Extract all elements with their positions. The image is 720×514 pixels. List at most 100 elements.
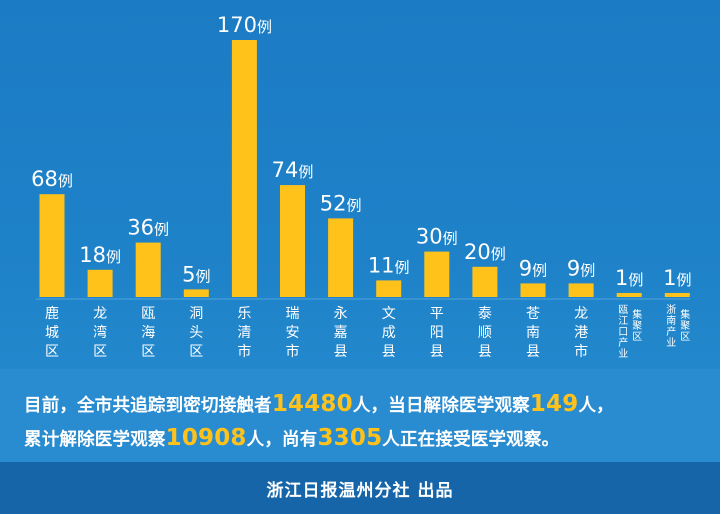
- category-label: 平: [430, 306, 444, 322]
- value-number: 11: [368, 253, 395, 277]
- summary-text: 人，尚有: [246, 430, 318, 450]
- summary-text: 人，: [578, 396, 614, 416]
- category-label: 成: [382, 325, 396, 341]
- bar: [231, 40, 257, 297]
- value-unit: 例: [106, 248, 121, 266]
- category-label: 港: [574, 325, 588, 341]
- category-label: 安: [286, 325, 300, 341]
- category-label: 永: [334, 306, 348, 322]
- category-label: 县: [526, 344, 540, 360]
- category-label: 瓯: [618, 304, 628, 316]
- value-unit: 例: [298, 163, 313, 181]
- value-unit: 例: [154, 221, 169, 239]
- summary-panel: 目前，全市共追踪到密切接触者14480人，当日解除医学观察149人， 累计解除医…: [0, 369, 720, 462]
- category-label: 清: [237, 325, 251, 341]
- highlighted-number: 149: [529, 391, 579, 417]
- bar: [183, 289, 209, 297]
- value-number: 18: [79, 243, 106, 267]
- category-label: 文: [382, 306, 396, 322]
- bar-value-label: 68例: [31, 167, 73, 191]
- value-number: 36: [127, 216, 154, 240]
- category-label: 产: [618, 336, 628, 349]
- footer-bar: 浙江日报温州分社 出品: [0, 462, 720, 514]
- category-label: 市: [286, 343, 300, 360]
- bar: [376, 280, 402, 297]
- bar-value-label: 9例: [519, 256, 547, 280]
- category-label: 市: [574, 343, 588, 360]
- category-label: 县: [430, 344, 444, 360]
- value-unit: 例: [195, 267, 210, 285]
- bar-value-label: 18例: [79, 243, 121, 267]
- value-number: 74: [272, 158, 299, 182]
- bar: [568, 283, 594, 297]
- category-label: 鹿: [45, 305, 59, 322]
- value-unit: 例: [676, 271, 691, 289]
- bar-value-label: 1例: [663, 266, 691, 290]
- category-label: 区: [93, 344, 107, 360]
- bar-value-label: 11例: [368, 253, 410, 277]
- category-label: 湾: [93, 324, 107, 341]
- value-unit: 例: [580, 261, 595, 279]
- value-number: 68: [31, 167, 58, 191]
- category-label: 城: [45, 325, 59, 341]
- category-label: 口: [618, 327, 628, 338]
- category-label: 市: [237, 343, 251, 360]
- value-number: 30: [416, 225, 443, 249]
- category-label: 乐: [237, 306, 251, 322]
- category-label: 顺: [478, 325, 492, 341]
- category-label: 龙: [574, 306, 588, 322]
- category-label: 区: [141, 344, 155, 360]
- bars-group: 68例鹿城区18例龙湾区36例瓯海区5例洞头区170例乐清市74例瑞安市52例永…: [31, 13, 691, 360]
- category-label: 泰: [478, 306, 492, 322]
- bar: [472, 266, 498, 297]
- bar: [87, 269, 113, 297]
- footer-credit: 浙江日报温州分社 出品: [266, 480, 454, 501]
- bar: [520, 283, 546, 297]
- category-label: 区: [632, 331, 642, 343]
- bar-value-label: 30例: [416, 225, 458, 249]
- category-label: 海: [141, 325, 155, 341]
- bar-value-label: 5例: [182, 262, 210, 286]
- category-label: 聚: [632, 320, 642, 332]
- summary-line-2: 累计解除医学观察10908人，尚有3305人正在接受医学观察。: [24, 425, 559, 451]
- value-unit: 例: [532, 261, 547, 279]
- bar: [616, 293, 642, 297]
- bar-value-label: 36例: [127, 216, 169, 240]
- bar: [280, 185, 305, 297]
- category-label: 南: [666, 314, 676, 327]
- value-number: 170: [217, 13, 257, 37]
- category-label: 龙: [93, 306, 107, 322]
- category-label: 集: [632, 308, 642, 321]
- value-number: 20: [464, 240, 491, 264]
- category-label: 头: [189, 325, 203, 341]
- category-label: 苍: [526, 306, 540, 322]
- value-unit: 例: [346, 196, 361, 214]
- value-number: 9: [519, 256, 532, 280]
- category-label: 嘉: [334, 325, 348, 341]
- value-number: 5: [182, 262, 195, 286]
- summary-line-1: 目前，全市共追踪到密切接触者14480人，当日解除医学观察149人，: [24, 391, 614, 417]
- value-number: 1: [663, 266, 676, 290]
- category-label: 瑞: [286, 306, 300, 322]
- summary-text: 人正在接受医学观察。: [382, 430, 560, 450]
- value-unit: 例: [443, 230, 458, 248]
- value-unit: 例: [395, 258, 410, 276]
- category-label: 南: [526, 325, 540, 341]
- bar-value-label: 52例: [320, 191, 362, 215]
- category-label: 区: [45, 344, 59, 360]
- summary-text: 目前，全市共追踪到密切接触者: [24, 396, 272, 416]
- value-unit: 例: [491, 245, 506, 263]
- category-label: 江: [618, 315, 628, 327]
- bar-value-label: 74例: [272, 158, 314, 182]
- category-label: 业: [666, 337, 676, 349]
- highlighted-number: 14480: [271, 391, 353, 417]
- category-label: 产: [666, 325, 676, 338]
- value-number: 9: [567, 256, 580, 280]
- category-label: 集: [680, 308, 690, 321]
- bar: [424, 251, 450, 297]
- bar-value-label: 9例: [567, 256, 595, 280]
- value-unit: 例: [58, 172, 73, 190]
- category-label: 洞: [189, 306, 203, 322]
- category-label: 瓯: [141, 306, 155, 322]
